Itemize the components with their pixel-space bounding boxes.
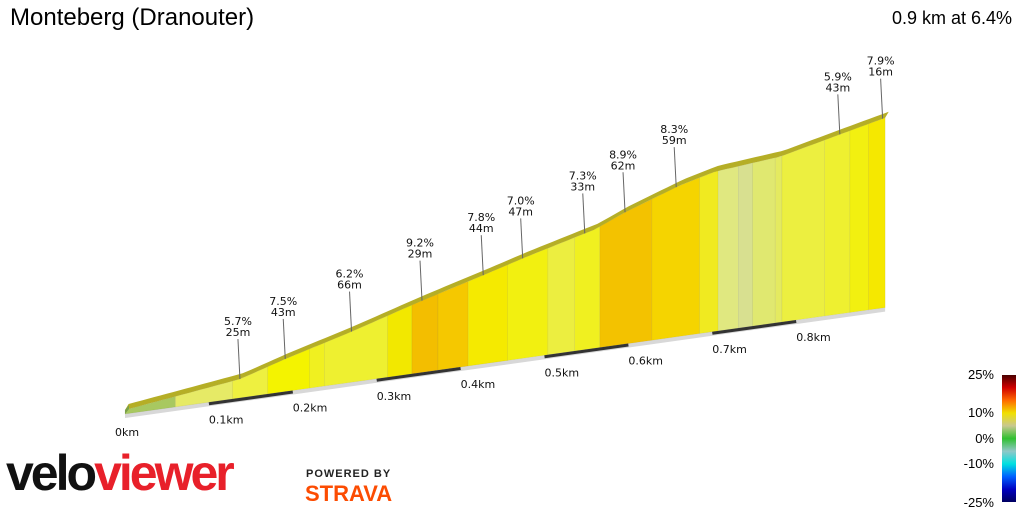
annotation-leader	[837, 94, 841, 135]
annotation-length: 16m	[868, 66, 893, 79]
profile-segment	[824, 130, 851, 317]
profile-segment	[774, 155, 783, 324]
annotation-length: 29m	[408, 248, 433, 261]
annotation-gradient: 9.2%	[406, 237, 434, 250]
annotation-leader	[349, 291, 353, 332]
profile-segment	[781, 139, 826, 323]
distance-band	[544, 343, 629, 359]
distance-band	[208, 390, 294, 406]
annotation-gradient: 5.7%	[224, 315, 252, 328]
legend-label: -25%	[963, 495, 994, 510]
annotation-length: 43m	[825, 81, 850, 94]
profile-segment	[309, 342, 325, 389]
profile-segment	[699, 170, 719, 334]
profile-start-cap	[125, 405, 129, 414]
profile-segment	[507, 247, 549, 361]
gradient-color-legend	[1002, 375, 1016, 502]
annotation-leader	[282, 318, 286, 359]
annotation-leader	[880, 78, 884, 119]
x-tick-label: 0.8km	[796, 331, 831, 344]
x-tick-label: 0.6km	[628, 355, 663, 368]
x-tick-label: 0.7km	[712, 343, 747, 356]
x-tick-label: 0.3km	[377, 390, 412, 403]
logo-viewer: viewer	[94, 445, 235, 501]
annotation-leader	[520, 218, 524, 259]
annotation-gradient: 7.8%	[467, 211, 495, 224]
annotation-leader	[582, 193, 586, 234]
profile-segment	[467, 264, 508, 367]
x-tick-label: 0.2km	[293, 402, 328, 415]
powered-by-label: POWERED BY	[306, 468, 392, 480]
annotation-length: 59m	[662, 134, 687, 147]
profile-segment	[868, 117, 886, 311]
annotation-gradient: 7.5%	[269, 295, 297, 308]
profile-segment	[717, 165, 739, 332]
annotation-length: 43m	[271, 306, 296, 319]
climb-title: Monteberg (Dranouter)	[10, 4, 255, 31]
annotation-gradient: 8.9%	[609, 148, 637, 161]
legend-label: -10%	[963, 456, 994, 471]
annotation-length: 47m	[508, 205, 533, 218]
annotation-leader	[237, 339, 241, 380]
profile-segment	[752, 157, 776, 327]
annotation-leader	[673, 147, 677, 188]
logo-velo: velo	[6, 445, 97, 501]
annotation-length: 62m	[611, 159, 636, 172]
legend-label: 0%	[975, 431, 994, 446]
climb-summary: 0.9 km at 6.4%	[891, 8, 1012, 28]
x-tick-label: 0.5km	[545, 366, 580, 379]
annotation-leader	[419, 260, 423, 301]
annotation-leader	[480, 235, 484, 276]
x-tick-label: 0.4km	[461, 378, 496, 391]
profile-top-edge	[125, 111, 889, 411]
annotation-length: 44m	[469, 222, 494, 235]
profile-segment	[387, 304, 413, 378]
annotation-gradient: 7.9%	[867, 55, 895, 68]
annotation-length: 33m	[570, 180, 595, 193]
profile-segment	[437, 280, 469, 371]
legend-label: 25%	[967, 367, 994, 382]
profile-segment	[738, 162, 753, 329]
profile-segment	[547, 237, 576, 356]
annotation-leader	[622, 172, 626, 213]
annotation-gradient: 7.0%	[507, 194, 535, 207]
annotation-gradient: 5.9%	[824, 70, 852, 83]
distance-band	[376, 367, 461, 382]
annotation-length: 25m	[226, 326, 251, 339]
annotation-gradient: 6.2%	[336, 268, 364, 281]
x-tick-label: 0km	[115, 426, 139, 439]
annotation-length: 66m	[337, 279, 362, 292]
profile-segment	[411, 293, 439, 375]
profile-segment	[574, 226, 601, 352]
x-tick-label: 0.1km	[209, 413, 244, 426]
legend-label: 10%	[967, 405, 994, 420]
profile-base	[125, 307, 886, 418]
annotation-gradient: 7.3%	[569, 169, 597, 182]
annotation-gradient: 8.3%	[660, 123, 688, 136]
veloviewer-logo: veloviewer	[6, 445, 235, 501]
profile-segment	[849, 123, 869, 313]
strava-logo: STRAVA	[305, 481, 393, 506]
profile-segment	[651, 177, 701, 341]
distance-band	[712, 320, 797, 335]
